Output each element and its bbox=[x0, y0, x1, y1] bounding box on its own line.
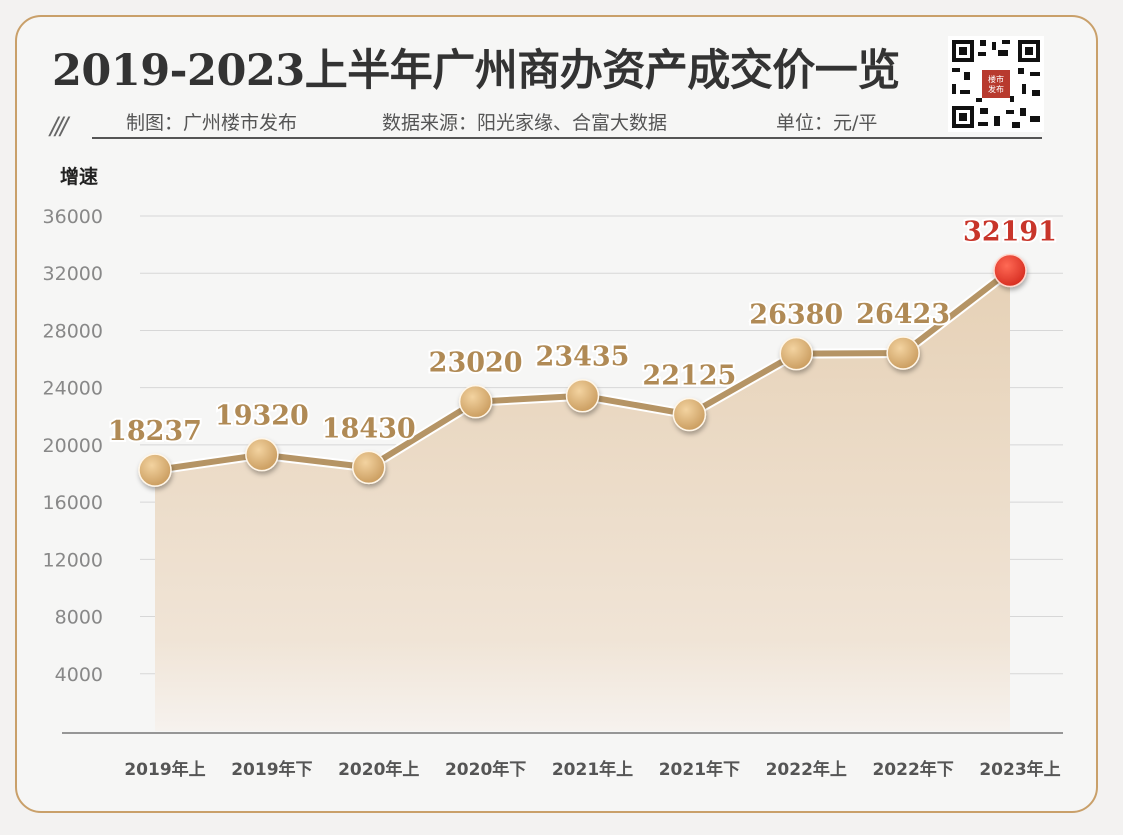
y-axis-label: 增速 bbox=[60, 166, 99, 188]
data-label: 32191 bbox=[963, 216, 1057, 247]
x-tick-label: 2020年上 bbox=[338, 759, 419, 780]
y-tick-label: 28000 bbox=[43, 320, 103, 342]
data-point bbox=[886, 336, 920, 370]
x-tick-label: 2023年上 bbox=[979, 759, 1060, 780]
x-tick-label: 2021年下 bbox=[659, 759, 740, 780]
x-tick-label: 2021年上 bbox=[552, 759, 633, 780]
header-divider bbox=[92, 137, 1042, 139]
x-tick-label: 2019年上 bbox=[124, 759, 205, 780]
y-tick-label: 36000 bbox=[43, 206, 103, 228]
y-tick-label: 8000 bbox=[55, 607, 103, 629]
y-tick-label: 12000 bbox=[43, 549, 103, 571]
data-point bbox=[352, 450, 386, 485]
unit-note: 单位：元/平 bbox=[776, 112, 878, 134]
data-label: 19320 bbox=[215, 401, 309, 432]
y-tick-label: 20000 bbox=[43, 435, 103, 457]
data-label: 22125 bbox=[642, 360, 736, 391]
data-point bbox=[565, 378, 600, 413]
data-point bbox=[245, 437, 279, 472]
y-tick-label: 24000 bbox=[43, 378, 103, 400]
x-tick-label: 2019年下 bbox=[231, 759, 312, 780]
data-label: 26423 bbox=[856, 299, 950, 330]
svg-text:楼市: 楼市 bbox=[988, 74, 1004, 84]
area-fill bbox=[155, 270, 1010, 731]
x-tick-label: 2022年下 bbox=[872, 759, 953, 780]
x-tick-label: 2022年上 bbox=[766, 759, 847, 780]
data-point bbox=[458, 384, 493, 419]
data-label: 23435 bbox=[536, 342, 630, 373]
data-point bbox=[779, 336, 813, 371]
svg-text:发布: 发布 bbox=[988, 84, 1004, 94]
chart-title: 2019-2023上半年广州商办资产成交价一览 bbox=[52, 46, 900, 96]
maker-credit: 制图：广州楼市发布 bbox=[126, 112, 298, 134]
data-label: 26380 bbox=[749, 300, 843, 331]
data-source: 数据来源：阳光家缘、合富大数据 bbox=[382, 112, 668, 134]
data-point bbox=[993, 253, 1027, 288]
data-label: 23020 bbox=[429, 348, 523, 379]
data-point bbox=[672, 397, 707, 432]
data-point bbox=[138, 453, 172, 487]
qr-code-icon[interactable]: 楼市 发布 bbox=[948, 36, 1044, 132]
data-label: 18237 bbox=[108, 416, 202, 447]
y-tick-label: 32000 bbox=[43, 263, 103, 285]
y-tick-label: 4000 bbox=[55, 664, 103, 686]
y-tick-label: 16000 bbox=[43, 492, 103, 514]
decorative-slashes: /// bbox=[50, 112, 68, 140]
x-tick-label: 2020年下 bbox=[445, 759, 526, 780]
data-label: 18430 bbox=[322, 413, 416, 444]
